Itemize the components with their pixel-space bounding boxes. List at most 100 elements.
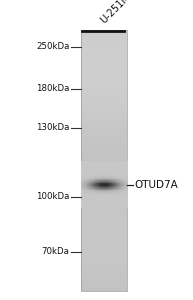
Bar [93,205,94,206]
Bar [120,164,121,165]
Bar [101,178,102,180]
Bar [81,242,127,244]
Bar [107,167,108,169]
Bar [102,195,103,196]
Bar [120,165,121,166]
Bar [120,192,121,193]
Bar [94,163,95,164]
Bar [112,173,113,174]
Bar [89,188,90,189]
Bar [102,202,103,203]
Bar [89,171,90,172]
Bar [102,192,103,193]
Bar [104,173,105,174]
Bar [81,162,127,164]
Bar [91,165,92,166]
Bar [114,199,115,200]
Bar [125,186,126,187]
Bar [98,164,99,165]
Bar [88,206,89,207]
Bar [90,181,91,182]
Bar [92,197,93,198]
Bar [91,190,92,191]
Bar [102,167,103,168]
Bar [94,198,95,200]
Bar [120,182,121,183]
Bar [85,172,86,173]
Bar [111,161,112,162]
Bar [109,204,110,205]
Bar [106,187,107,188]
Bar [97,189,98,190]
Bar [114,178,115,179]
Bar [112,167,113,169]
Bar [81,211,127,212]
Bar [98,189,99,190]
Bar [86,182,87,183]
Bar [91,183,92,184]
Bar [101,190,102,191]
Bar [127,197,128,198]
Bar [89,169,90,170]
Bar [119,191,120,192]
Bar [118,199,119,200]
Bar [119,175,120,176]
Bar [108,167,109,169]
Bar [102,189,103,190]
Bar [127,170,128,171]
Bar [83,181,84,182]
Bar [97,192,98,193]
Bar [112,165,113,166]
Bar [83,206,84,207]
Bar [127,167,128,168]
Bar [97,205,98,206]
Bar [84,184,85,185]
Bar [115,194,116,195]
Bar [87,172,88,173]
Bar [81,161,82,162]
Bar [111,192,112,193]
Bar [114,169,115,170]
Bar [108,174,109,175]
Bar [102,199,103,200]
Bar [87,184,88,185]
Bar [122,171,123,172]
Bar [117,182,118,184]
Bar [81,95,127,96]
Bar [106,161,107,162]
Bar [104,188,105,189]
Bar [94,182,95,184]
Bar [105,196,106,197]
Bar [105,168,106,169]
Bar [82,180,83,181]
Bar [125,200,126,201]
Bar [123,165,124,166]
Bar [114,177,115,178]
Bar [124,205,125,206]
Bar [110,182,111,184]
Bar [102,179,103,180]
Bar [117,184,118,185]
Bar [119,168,120,169]
Bar [81,67,127,68]
Bar [94,177,95,178]
Bar [106,192,107,193]
Bar [99,204,100,205]
Bar [124,181,125,182]
Bar [81,166,82,167]
Bar [104,170,105,171]
Bar [81,168,82,169]
Bar [102,162,103,163]
Bar [100,168,101,169]
Bar [81,175,82,176]
Bar [88,188,89,189]
Bar [99,196,100,197]
Bar [120,167,121,169]
Bar [121,198,122,199]
Bar [98,182,99,183]
Bar [122,194,123,195]
Bar [122,202,123,203]
Bar [96,161,97,162]
Bar [113,189,114,190]
Bar [86,176,87,177]
